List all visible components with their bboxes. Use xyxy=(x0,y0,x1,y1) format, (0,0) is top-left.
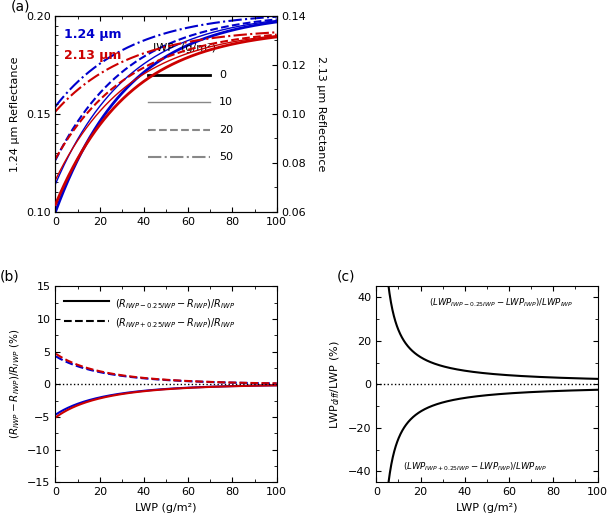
Text: $(R_{IWP-0.25IWP}-R_{IWP})/R_{IWP}$: $(R_{IWP-0.25IWP}-R_{IWP})/R_{IWP}$ xyxy=(115,297,236,311)
Text: (c): (c) xyxy=(336,269,355,284)
Text: 1.24 μm: 1.24 μm xyxy=(64,28,122,41)
Y-axis label: 1.24 μm Reflectance: 1.24 μm Reflectance xyxy=(10,56,20,172)
Text: 20: 20 xyxy=(219,125,233,135)
Text: 0: 0 xyxy=(219,69,226,80)
X-axis label: LWP (g/m²): LWP (g/m²) xyxy=(456,503,517,513)
Text: (a): (a) xyxy=(11,0,31,13)
Y-axis label: $(R_{IWP}-R_{IWP})/R_{IWP}$ (%): $(R_{IWP}-R_{IWP})/R_{IWP}$ (%) xyxy=(8,329,22,439)
Text: 2.13 μm: 2.13 μm xyxy=(64,49,122,62)
Text: IWP  (g/m²): IWP (g/m²) xyxy=(153,43,216,53)
Text: 10: 10 xyxy=(219,97,233,107)
Y-axis label: 2.13 μm Reflectance: 2.13 μm Reflectance xyxy=(316,56,326,172)
X-axis label: LWP (g/m²): LWP (g/m²) xyxy=(136,503,197,513)
Text: $(R_{IWP+0.25IWP}-R_{IWP})/R_{IWP}$: $(R_{IWP+0.25IWP}-R_{IWP})/R_{IWP}$ xyxy=(115,317,236,330)
Text: $(LWP_{IWP+0.25IWP}-LWP_{IWP})/LWP_{IWP}$: $(LWP_{IWP+0.25IWP}-LWP_{IWP})/LWP_{IWP}… xyxy=(403,461,547,473)
Y-axis label: LWP$_{diff}$/LWP (%): LWP$_{diff}$/LWP (%) xyxy=(329,340,342,429)
Text: (b): (b) xyxy=(0,269,20,284)
Text: 50: 50 xyxy=(219,152,233,162)
Text: $(LWP_{IWP-0.25IWP}-LWP_{IWP})/LWP_{IWP}$: $(LWP_{IWP-0.25IWP}-LWP_{IWP})/LWP_{IWP}… xyxy=(429,296,573,308)
